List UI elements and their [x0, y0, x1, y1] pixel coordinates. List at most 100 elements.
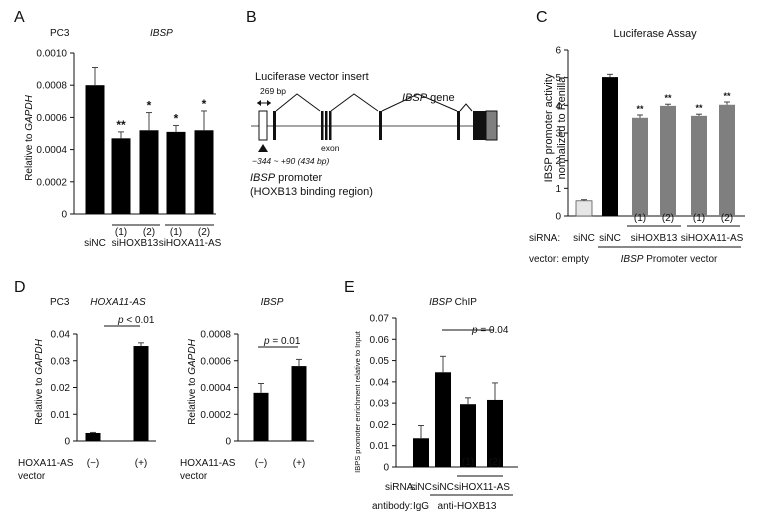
- panel-d-cell-line: PC3: [50, 297, 70, 308]
- panel-c-vector-row-label: vector: empty: [529, 254, 589, 265]
- panel-c-y-tick-label: 6: [555, 46, 561, 57]
- panel-b-exon-label: exon: [321, 143, 340, 153]
- panel-c-bar: [575, 200, 593, 217]
- panel-c-bar: [719, 104, 735, 216]
- panel-b-letter: B: [246, 9, 257, 26]
- panel-b-exon-3: [325, 111, 328, 140]
- panel-c-sub-label: (1): [693, 213, 705, 224]
- panel-c-y-tick-label: 3: [555, 129, 561, 140]
- panel-a-group-label-sinc: siNC: [84, 238, 106, 249]
- panel-c-significance-stars: **: [664, 93, 672, 103]
- panel-a-bar: [139, 130, 159, 214]
- panel-a-y-tick-label: 0.0002: [36, 177, 67, 188]
- panel-d-left-y-tick-label: 0.03: [51, 356, 71, 367]
- panel-c-ylabel-line2: normalized to Renilla: [556, 76, 568, 180]
- panel-b-intron-1: [275, 93, 321, 112]
- panel-e: E IBSP ChIP IBPS promoter enrichment rel…: [344, 279, 518, 512]
- panel-d-right-y-tick-label: 0.0006: [200, 356, 231, 367]
- panel-e-antibody-row-label: antibody:: [372, 501, 413, 512]
- panel-c-sirna-item-3: siHOXB13: [631, 233, 678, 244]
- panel-c-sirna-row-label: siRNA:: [529, 233, 560, 244]
- panel-d-right-p-label: p = 0.01: [263, 336, 301, 347]
- panel-d-right-cat-plus: (+): [293, 458, 306, 469]
- panel-a-y-tick-label: 0.0010: [36, 49, 67, 60]
- panel-d-right-y-tick-label: 0.0008: [200, 330, 231, 341]
- panel-c-sub-label: (1): [634, 213, 646, 224]
- panel-e-title: IBSP ChIP: [429, 297, 477, 308]
- panel-b: B Luciferase vector insert 269 bp IBSP g…: [246, 9, 500, 198]
- panel-a-significance-stars: **: [116, 118, 126, 132]
- panel-a-significance-stars: *: [174, 111, 179, 125]
- panel-d-right-y-tick-label: 0.0002: [200, 410, 231, 421]
- panel-e-sub-label: (1): [462, 457, 474, 468]
- panel-b-range-label: −344 ~ +90 (434 bp): [252, 156, 329, 166]
- panel-d-right-row-label-1: HOXA11-AS: [180, 458, 236, 469]
- panel-d-right-y-tick-label: 0.0004: [200, 383, 231, 394]
- panel-b-exon-4: [329, 111, 332, 140]
- panel-d-letter: D: [14, 279, 26, 296]
- panel-c-bar: [660, 105, 676, 216]
- panel-c-y-tick-label: 0: [555, 212, 561, 223]
- panel-b-intron-2: [330, 93, 379, 112]
- panel-d-right-ylabel: Relative to GAPDH: [187, 338, 198, 424]
- panel-e-sirna-item-3: siHOX11-AS: [454, 482, 510, 493]
- panel-c-y-tick-label: 4: [555, 101, 561, 112]
- panel-d-left-y-tick-label: 0: [64, 437, 70, 448]
- panel-c-significance-stars: **: [695, 103, 703, 113]
- panel-d-left-y-tick-label: 0.01: [51, 410, 71, 421]
- panel-a-y-tick-label: 0.0006: [36, 113, 67, 124]
- panel-d-left-cat-plus: (+): [135, 458, 148, 469]
- panel-d-right-row-label-2: vector: [180, 471, 208, 482]
- panel-d-right-bar: [291, 366, 307, 441]
- panel-a-sub-label: (2): [143, 227, 155, 238]
- panel-d-left-bar: [85, 432, 101, 441]
- panel-e-y-tick-label: 0.04: [370, 377, 390, 388]
- panel-c-letter: C: [536, 9, 548, 26]
- panel-b-exon-2: [321, 111, 324, 140]
- panel-d-left-row-label-1: HOXA11-AS: [18, 458, 74, 469]
- panel-d-left-p-label: p < 0.01: [117, 315, 155, 326]
- panel-a-sub-label: (2): [198, 227, 210, 238]
- panel-e-antibody-item-1: IgG: [413, 501, 429, 512]
- panel-d: D PC3 HOXA11-AS IBSP Relative to GAPDH R…: [14, 279, 314, 482]
- panel-a-bar: [85, 85, 105, 214]
- panel-e-sirna-row-label: siRNA:: [385, 482, 416, 493]
- panel-a: A PC3 IBSP Relative to GAPDH 0 0.0002 0.00…: [14, 9, 222, 249]
- panel-e-ylabel: IBPS promoter enrichment relative to Inp…: [353, 330, 362, 473]
- panel-a-y-tick-label: 0.0008: [36, 81, 67, 92]
- panel-a-bar: [194, 130, 214, 214]
- panel-e-bar: [413, 438, 429, 467]
- panel-d-right-axis: 0 0.0002 0.0004 0.0006 0.0008: [200, 330, 314, 448]
- panel-d-left-ylabel: Relative to GAPDH: [34, 338, 45, 424]
- panel-e-y-tick-label: 0.02: [370, 420, 390, 431]
- panel-e-sirna-item-1: siNC: [410, 482, 432, 493]
- panel-c-sirna-item-4: siHOXA11-AS: [681, 233, 744, 244]
- panel-a-y-tick-label: 0.0004: [36, 145, 67, 156]
- panel-b-binding-region-label: (HOXB13 binding region): [250, 186, 373, 198]
- panel-c-bar: [632, 117, 648, 216]
- panel-b-exon-1: [273, 111, 276, 140]
- panel-b-intron-3: [381, 93, 458, 112]
- panel-e-y-tick-label: 0: [383, 463, 389, 474]
- panel-d-right-bar: [253, 392, 269, 441]
- panel-d-right-bars: [253, 358, 307, 441]
- panel-c-sirna-item-2: siNC: [599, 233, 621, 244]
- panel-b-bp-arrowheads: [257, 100, 271, 106]
- panel-b-promoter-label: IBSP promoter: [250, 172, 322, 184]
- panel-a-bar: [166, 131, 186, 214]
- panel-c-y-tick-label: 1: [555, 184, 561, 195]
- panel-e-letter: E: [344, 279, 355, 296]
- panel-a-group-label-sihoxa11as: siHOXA11-AS: [159, 238, 222, 249]
- panel-a-sub-label: (1): [170, 227, 182, 238]
- panel-c-vector-promoter-label: IBSP Promoter vector: [621, 254, 718, 265]
- panel-b-exon-last-coding: [473, 111, 487, 140]
- panel-c: C Luciferase Assay IBSP promoter activit…: [529, 9, 745, 265]
- panel-e-y-tick-label: 0.01: [370, 441, 390, 452]
- panel-d-left-gene: HOXA11-AS: [90, 297, 146, 308]
- panel-e-bar: [487, 399, 503, 467]
- panel-e-y-tick-label: 0.06: [370, 335, 390, 346]
- panel-d-left-cat-minus: (−): [87, 458, 100, 469]
- panel-b-tss-triangle: [258, 144, 268, 152]
- panel-d-right-y-tick-label: 0: [225, 437, 231, 448]
